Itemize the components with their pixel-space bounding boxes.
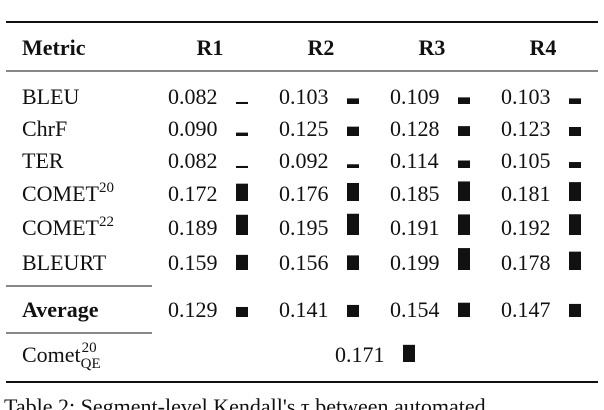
score-bar [236, 101, 248, 104]
score: 0.147 [501, 297, 551, 322]
score: 0.185 [390, 181, 440, 206]
score: 0.176 [279, 181, 329, 206]
header-cell: R1 [197, 35, 224, 60]
score-bar [236, 306, 248, 317]
score: 0.128 [390, 116, 440, 141]
score: 0.103 [501, 84, 551, 109]
score-bar [458, 160, 470, 168]
score: 0.189 [168, 215, 218, 240]
score-bar [569, 162, 581, 168]
score: 0.172 [168, 181, 218, 206]
score: 0.192 [501, 215, 551, 240]
score: 0.114 [390, 148, 439, 173]
score-bar [347, 164, 359, 168]
score: 0.156 [279, 250, 329, 275]
score-bar [347, 255, 359, 270]
score-bar [458, 181, 470, 201]
metric-text: BLEU [22, 84, 80, 109]
metric-name: BLEURT [22, 250, 107, 275]
score: 0.105 [501, 148, 551, 173]
score-bar [569, 251, 581, 270]
metric-text: ChrF [22, 116, 67, 141]
score-bar [403, 344, 415, 362]
score: 0.181 [501, 181, 551, 206]
score-bar [236, 132, 248, 136]
score: 0.178 [501, 250, 551, 275]
score-bar [347, 182, 359, 201]
score-bar [458, 302, 470, 317]
metric-sup: 20 [82, 340, 97, 356]
score-bar [347, 304, 359, 317]
metric-sub: QE [81, 356, 101, 372]
header-cell: R4 [530, 35, 557, 60]
score: 0.092 [279, 148, 329, 173]
score: 0.195 [279, 215, 329, 240]
score: 0.191 [390, 215, 440, 240]
metric-text: COMET [22, 215, 100, 240]
score-bar [569, 303, 581, 317]
score-bar [347, 126, 359, 136]
metric-text: TER [22, 148, 64, 173]
score: 0.090 [168, 116, 218, 141]
score: 0.082 [168, 148, 218, 173]
metric-name: BLEU [22, 84, 80, 109]
header-cell: R3 [419, 35, 446, 60]
average-label: Average [22, 297, 99, 322]
score-bar [236, 254, 248, 270]
score-bar [569, 126, 581, 136]
metric-sup: 22 [99, 214, 114, 230]
score: 0.171 [335, 342, 385, 367]
score: 0.109 [390, 84, 440, 109]
header-cell: R2 [308, 35, 335, 60]
score: 0.129 [168, 297, 218, 322]
metric-name: ChrF [22, 116, 67, 141]
score-bar [236, 165, 248, 168]
score: 0.141 [279, 297, 329, 322]
score: 0.154 [390, 297, 440, 322]
caption: Table 2: Segment-level Kendall's τ betwe… [4, 394, 486, 410]
score-bar [569, 182, 581, 201]
metric-name: CometQE20 [22, 340, 101, 372]
score-bar [347, 213, 359, 235]
header-cell: Metric [22, 35, 86, 60]
score: 0.082 [168, 84, 218, 109]
score-bar [458, 214, 470, 235]
score-bar [458, 126, 470, 136]
score-bar [236, 183, 248, 201]
metric-text: COMET [22, 181, 100, 206]
score: 0.199 [390, 250, 440, 275]
score: 0.159 [168, 250, 218, 275]
score-bar [569, 214, 581, 235]
score-bar [347, 98, 359, 104]
metric-name: TER [22, 148, 64, 173]
score-bar [458, 97, 470, 104]
metric-name: COMET22 [22, 214, 114, 240]
score: 0.103 [279, 84, 329, 109]
metric-text: Comet [22, 342, 81, 367]
score: 0.123 [501, 116, 551, 141]
score: 0.125 [279, 116, 329, 141]
metric-name: COMET20 [22, 180, 114, 206]
score-bar [458, 248, 470, 270]
metric-sup: 20 [99, 180, 114, 196]
score-bar [569, 98, 581, 104]
metric-text: BLEURT [22, 250, 107, 275]
score-bar [236, 214, 248, 235]
